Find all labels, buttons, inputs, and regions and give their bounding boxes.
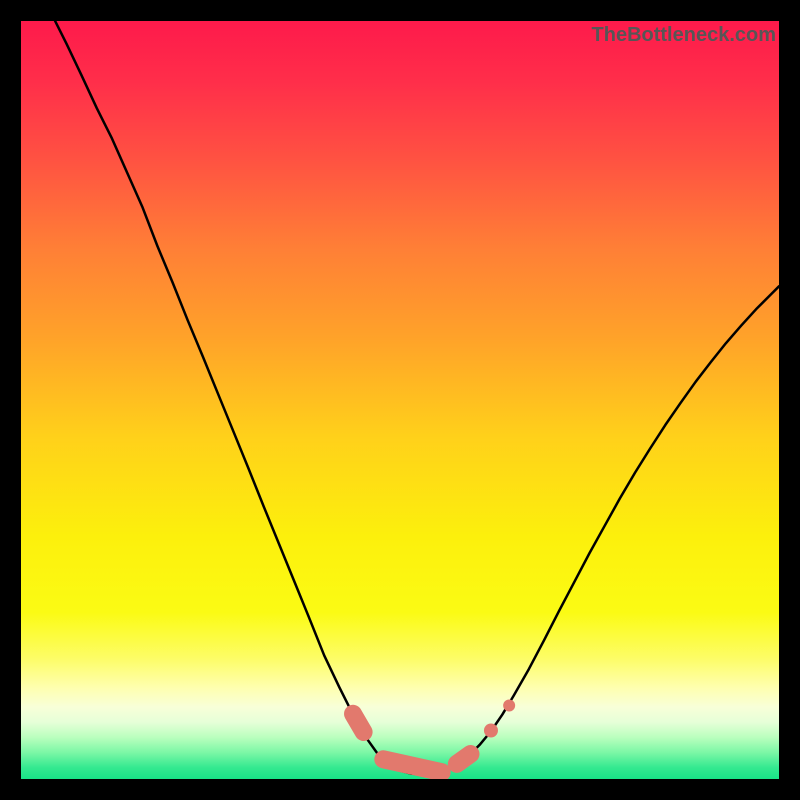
marker-dot xyxy=(503,699,515,711)
chart-frame: TheBottleneck.com xyxy=(0,0,800,800)
marker-dot xyxy=(484,723,498,737)
watermark-text: TheBottleneck.com xyxy=(592,24,776,47)
marker-pill xyxy=(353,714,364,732)
chart-svg xyxy=(21,21,779,779)
plot-area xyxy=(21,21,779,779)
chart-background xyxy=(21,21,779,779)
marker-pill xyxy=(383,759,441,772)
marker-pill xyxy=(457,754,471,764)
